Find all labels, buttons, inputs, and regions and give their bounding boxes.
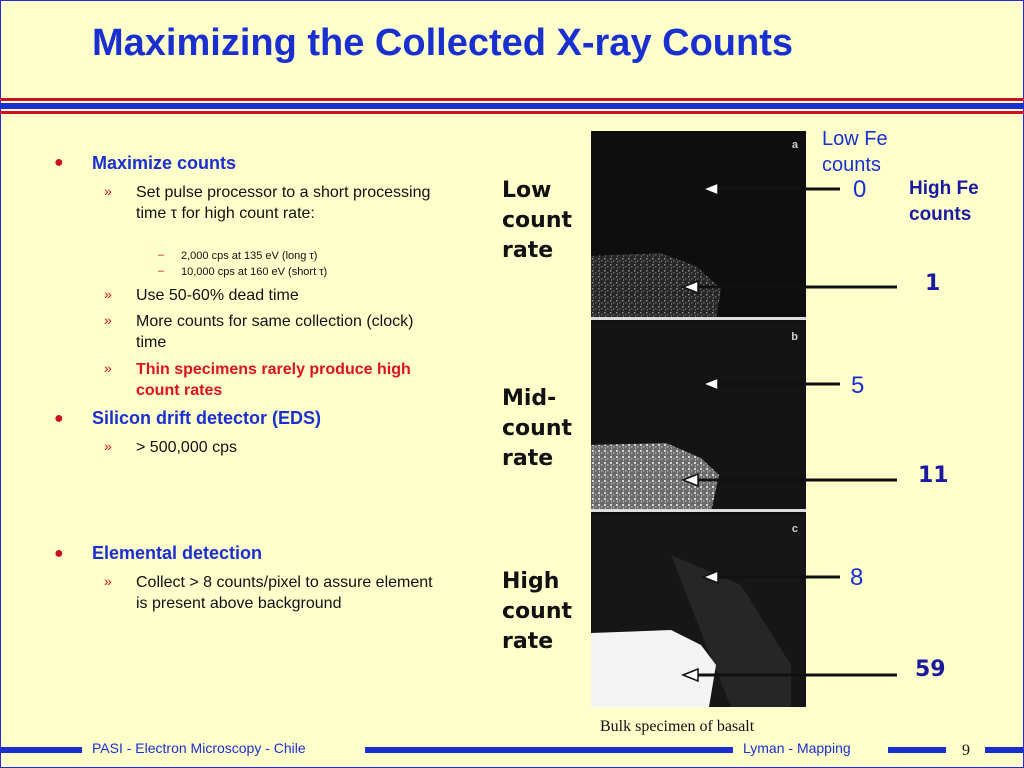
x-ray-map-graphic-b	[591, 323, 806, 512]
sub-bullet-processing-time: Set pulse processor to a short processin…	[136, 184, 431, 222]
header-line: counts	[909, 204, 972, 225]
panel-label-b: b	[791, 331, 798, 343]
sub-bullet-marker-icon: »	[104, 183, 112, 199]
sub-bullet-500k-cps: > 500,000 cps	[136, 439, 237, 456]
bullet-dot-icon: ●	[54, 545, 64, 562]
rate-label-high: High count rate	[502, 567, 572, 657]
sub-sub-bullet-short-tau: 10,000 cps at 160 eV (short τ)	[181, 266, 328, 278]
x-ray-map-image-stack: a b c	[591, 131, 806, 707]
low-fe-count-mid-rate: 5	[851, 372, 865, 399]
bullet-maximize-counts: Maximize counts	[92, 153, 237, 173]
rate-label-line: count	[502, 599, 572, 624]
sub-bullet-dead-time: Use 50-60% dead time	[136, 287, 299, 304]
sub-bullet-marker-icon: »	[104, 573, 112, 589]
sub-bullet-marker-icon: »	[104, 312, 112, 328]
rate-label-line: count	[502, 416, 572, 441]
high-fe-counts-header: High Fe counts	[909, 176, 979, 228]
rate-label-line: Mid-	[502, 386, 557, 411]
panel-label-a: a	[791, 139, 798, 151]
footer-bar-middle	[365, 747, 733, 753]
sub-bullet-marker-icon: »	[104, 438, 112, 454]
page-number: 9	[962, 742, 970, 759]
rate-label-line: count	[502, 208, 572, 233]
sub-bullet-thin-specimens: Thin specimens rarely produce high count…	[136, 361, 411, 399]
header-line: Low Fe	[822, 128, 888, 150]
header-line: counts	[822, 154, 881, 176]
rate-label-line: rate	[502, 238, 554, 263]
bullet-dot-icon: ●	[54, 410, 64, 427]
low-fe-count-low-rate: 0	[853, 176, 867, 203]
rate-label-mid: Mid- count rate	[502, 384, 572, 474]
bullet-elemental-detection: Elemental detection	[92, 543, 263, 563]
rate-label-line: rate	[502, 629, 554, 654]
x-ray-map-graphic-a	[591, 131, 806, 320]
sub-bullet-more-counts: More counts for same collection (clock) …	[136, 313, 414, 351]
bullet-dot-icon: ●	[54, 154, 64, 171]
sub-bullet-marker-icon: »	[104, 360, 112, 376]
x-ray-map-panel-a: a	[591, 131, 806, 320]
sub-sub-bullet-long-tau: 2,000 cps at 135 eV (long τ)	[181, 250, 318, 262]
dash-marker-icon: –	[158, 265, 165, 277]
slide-title: Maximizing the Collected X-ray Counts	[92, 22, 793, 64]
x-ray-map-panel-b: b	[591, 323, 806, 512]
sub-bullet-marker-icon: »	[104, 286, 112, 302]
footer-right-text: Lyman - Mapping	[743, 740, 851, 756]
low-fe-count-high-rate: 8	[850, 564, 864, 591]
x-ray-map-graphic-c	[591, 515, 806, 707]
panel-label-c: c	[791, 523, 798, 535]
x-ray-map-panel-c: c	[591, 515, 806, 707]
high-fe-count-low-rate: 1	[925, 271, 941, 296]
footer-bar-left	[0, 747, 82, 753]
footer-bar-end	[985, 747, 1023, 753]
title-rule-red-bottom	[0, 111, 1024, 114]
title-rule-red-top	[0, 98, 1024, 101]
sub-bullet-collect-counts: Collect > 8 counts/pixel to assure eleme…	[136, 574, 433, 612]
figure-caption: Bulk specimen of basalt	[600, 718, 755, 735]
rate-label-low: Low count rate	[502, 176, 572, 266]
footer-left-text: PASI - Electron Microscopy - Chile	[92, 740, 306, 756]
low-fe-counts-header: Low Fe counts	[822, 126, 888, 178]
dash-marker-icon: –	[158, 249, 165, 261]
footer-bar-right	[888, 747, 946, 753]
title-rule-blue	[0, 103, 1024, 109]
header-line: High Fe	[909, 178, 979, 199]
bullet-silicon-drift: Silicon drift detector (EDS)	[92, 408, 322, 428]
panel-separator	[591, 509, 806, 512]
panel-separator	[591, 317, 806, 320]
rate-label-line: High	[502, 569, 560, 594]
high-fe-count-high-rate: 59	[915, 657, 946, 682]
rate-label-line: rate	[502, 446, 554, 471]
rate-label-line: Low	[502, 178, 552, 203]
high-fe-count-mid-rate: 11	[918, 463, 949, 488]
